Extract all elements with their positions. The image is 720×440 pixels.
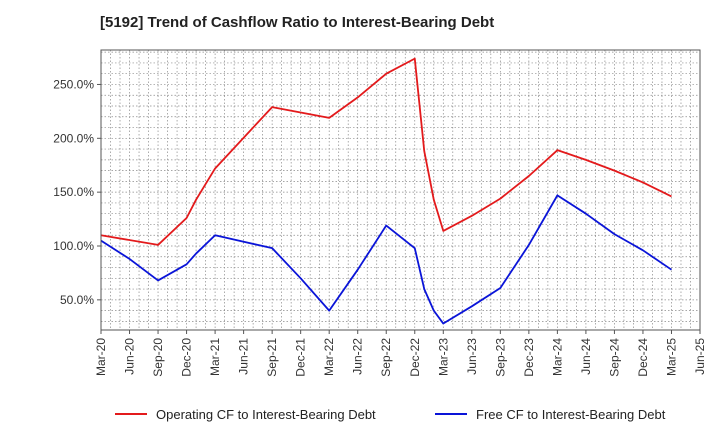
x-tick-label: Jun-25 bbox=[693, 338, 707, 375]
y-tick-label: 50.0% bbox=[60, 293, 94, 307]
legend-label-1: Operating CF to Interest-Bearing Debt bbox=[156, 407, 376, 422]
grid bbox=[100, 50, 701, 330]
x-tick-label: Mar-20 bbox=[94, 338, 108, 376]
x-tick-label: Mar-22 bbox=[322, 338, 336, 376]
y-tick-label: 150.0% bbox=[53, 185, 94, 199]
x-tick-label: Sep-24 bbox=[607, 338, 621, 377]
y-tick-label: 200.0% bbox=[53, 131, 94, 145]
x-tick-label: Dec-23 bbox=[522, 338, 536, 377]
x-tick-label: Mar-23 bbox=[436, 338, 450, 376]
series-line-2 bbox=[100, 194, 672, 325]
x-tick-label: Jun-23 bbox=[465, 338, 479, 375]
x-tick-label: Mar-21 bbox=[208, 338, 222, 376]
x-tick-label: Jun-20 bbox=[123, 338, 137, 375]
x-tick-label: Dec-21 bbox=[294, 338, 308, 377]
x-tick-label: Sep-23 bbox=[493, 338, 507, 377]
x-tick-label: Mar-25 bbox=[664, 338, 678, 376]
y-tick-label: 100.0% bbox=[53, 239, 94, 253]
plot-frame bbox=[100, 49, 701, 331]
x-tick-label: Jun-21 bbox=[237, 338, 251, 375]
x-tick-label: Sep-21 bbox=[265, 338, 279, 377]
axes: 50.0% 100.0% 150.0% 200.0% 250.0% Mar-20 Jun-2… bbox=[53, 49, 707, 377]
legend: Operating CF to Interest-Bearing Debt Fre… bbox=[115, 407, 666, 422]
x-tick-label: Dec-20 bbox=[180, 338, 194, 377]
y-tick-label: 250.0% bbox=[53, 77, 94, 91]
x-tick-label: Jun-22 bbox=[351, 338, 365, 375]
x-tick-label: Dec-24 bbox=[636, 338, 650, 377]
series-layer bbox=[100, 57, 672, 325]
x-tick-label: Sep-22 bbox=[379, 338, 393, 377]
x-tick-label: Mar-24 bbox=[550, 338, 564, 376]
chart-title: [5192] Trend of Cashflow Ratio to Intere… bbox=[100, 14, 495, 31]
x-tick-label: Sep-20 bbox=[151, 338, 165, 377]
legend-label-2: Free CF to Interest-Bearing Debt bbox=[476, 407, 666, 422]
series-line-1 bbox=[100, 57, 672, 246]
x-tick-label: Dec-22 bbox=[408, 338, 422, 377]
x-tick-label: Jun-24 bbox=[579, 338, 593, 375]
